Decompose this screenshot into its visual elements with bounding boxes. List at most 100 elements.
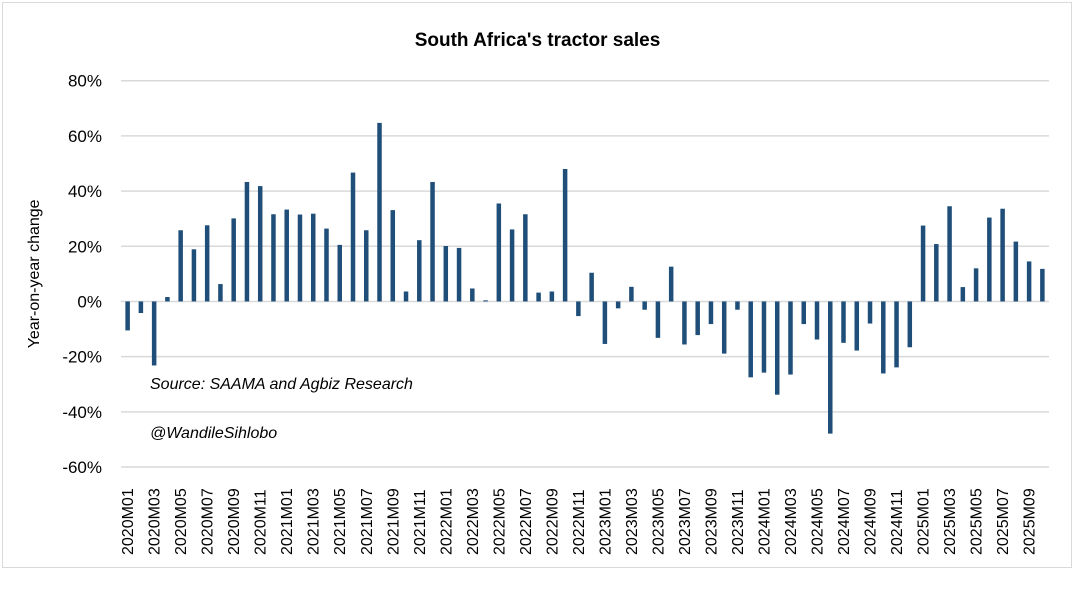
bar-2021M12 bbox=[430, 181, 435, 302]
bar-2020M07 bbox=[204, 225, 210, 302]
bar-2024M06 bbox=[828, 301, 833, 434]
y-tick-label: -40% bbox=[62, 403, 102, 422]
bar-2020M09 bbox=[231, 218, 236, 302]
bar-2025M02 bbox=[934, 244, 939, 302]
bar-2024M08 bbox=[854, 301, 860, 351]
x-tick-label: 2023M07 bbox=[677, 488, 694, 555]
bar-2023M10 bbox=[721, 301, 727, 354]
bar-2025M03 bbox=[947, 206, 952, 302]
bar-2023M08 bbox=[695, 301, 700, 336]
bar-2023M06 bbox=[668, 266, 674, 302]
x-tick-label: 2025M03 bbox=[942, 488, 959, 555]
y-axis-label: Year-on-year change bbox=[26, 199, 43, 348]
chart-title: South Africa's tractor sales bbox=[414, 30, 661, 51]
bar-2024M04 bbox=[801, 301, 806, 325]
bar-2024M07 bbox=[841, 301, 846, 343]
bar-2025M07 bbox=[1000, 208, 1005, 302]
bar-2022M07 bbox=[523, 214, 528, 302]
x-tick-label: 2020M09 bbox=[226, 488, 243, 555]
bar-2022M10 bbox=[562, 168, 568, 302]
x-tick-label: 2024M03 bbox=[783, 488, 800, 555]
bar-2021M04 bbox=[324, 228, 329, 302]
bar-2024M09 bbox=[867, 301, 873, 324]
x-tick-label: 2020M05 bbox=[173, 488, 190, 555]
bar-2023M12 bbox=[748, 301, 753, 378]
bar-2022M02 bbox=[456, 247, 462, 302]
bar-2021M03 bbox=[310, 213, 316, 302]
bar-2023M01 bbox=[602, 301, 608, 344]
x-tick-label: 2022M07 bbox=[518, 488, 535, 555]
bar-2020M01 bbox=[125, 301, 130, 331]
bar-2025M06 bbox=[987, 217, 992, 302]
x-tick-label: 2020M01 bbox=[120, 488, 137, 555]
bar-2025M04 bbox=[960, 287, 966, 302]
bar-2024M10 bbox=[881, 301, 886, 374]
x-tick-label: 2025M09 bbox=[1022, 488, 1039, 555]
x-tick-label: 2025M01 bbox=[916, 488, 933, 555]
x-tick-label: 2024M11 bbox=[889, 489, 906, 555]
bar-2022M08 bbox=[536, 292, 541, 302]
x-tick-label: 2020M07 bbox=[200, 488, 217, 555]
x-tick-label: 2024M01 bbox=[756, 488, 773, 555]
x-tick-label: 2023M01 bbox=[597, 488, 614, 555]
bar-2023M03 bbox=[629, 286, 634, 302]
x-tick-label: 2022M03 bbox=[465, 488, 482, 555]
author-annotation: @WandileSihlobo bbox=[150, 425, 278, 442]
bar-2021M01 bbox=[284, 209, 289, 302]
bar-2024M05 bbox=[814, 301, 820, 340]
bar-2022M06 bbox=[509, 229, 515, 302]
x-tick-label: 2023M05 bbox=[650, 488, 667, 555]
bar-2022M09 bbox=[549, 291, 555, 302]
bar-2025M08 bbox=[1013, 241, 1019, 302]
y-tick-label: 20% bbox=[68, 237, 102, 256]
y-tick-label: 60% bbox=[68, 127, 102, 146]
source-annotation: Source: SAAMA and Agbiz Research bbox=[150, 376, 413, 393]
bar-2025M10 bbox=[1040, 268, 1045, 302]
bar-2021M08 bbox=[377, 122, 382, 302]
bar-2025M05 bbox=[973, 268, 979, 302]
x-tick-label: 2025M07 bbox=[995, 488, 1012, 555]
x-tick-label: 2025M05 bbox=[969, 488, 986, 555]
x-tick-label: 2021M03 bbox=[306, 488, 323, 555]
bar-2022M05 bbox=[496, 203, 502, 302]
bar-2021M06 bbox=[350, 172, 356, 302]
y-tick-label: -60% bbox=[62, 458, 102, 477]
x-tick-label: 2020M03 bbox=[147, 488, 164, 555]
bar-2023M09 bbox=[708, 301, 714, 325]
bar-2022M03 bbox=[470, 288, 475, 302]
y-tick-label: 0% bbox=[77, 292, 102, 311]
bar-2020M04 bbox=[165, 297, 170, 302]
x-tick-label: 2022M09 bbox=[544, 488, 561, 555]
bar-2021M09 bbox=[390, 210, 396, 302]
bar-2020M10 bbox=[244, 181, 250, 302]
x-tick-label: 2022M01 bbox=[438, 488, 455, 555]
x-tick-label: 2021M07 bbox=[359, 488, 376, 555]
bar-2025M01 bbox=[920, 225, 926, 302]
bar-2023M07 bbox=[682, 301, 687, 345]
bar-2020M08 bbox=[218, 284, 223, 302]
bar-2020M12 bbox=[271, 214, 276, 302]
x-tick-label: 2024M07 bbox=[836, 488, 853, 555]
bar-2023M05 bbox=[655, 301, 661, 338]
x-tick-label: 2022M05 bbox=[491, 488, 508, 555]
bar-2021M02 bbox=[297, 214, 303, 302]
x-tick-label: 2021M09 bbox=[385, 488, 402, 555]
x-tick-label: 2022M11 bbox=[571, 489, 588, 555]
bar-2025M09 bbox=[1026, 261, 1032, 302]
bar-2021M10 bbox=[403, 291, 409, 302]
y-tick-label: 40% bbox=[68, 182, 102, 201]
x-tick-label: 2023M11 bbox=[730, 489, 747, 555]
bar-2023M02 bbox=[615, 301, 621, 309]
bar-2024M01 bbox=[761, 301, 767, 373]
x-tick-label: 2021M01 bbox=[279, 488, 296, 555]
bar-2021M07 bbox=[364, 230, 369, 302]
x-tick-label: 2023M09 bbox=[703, 488, 720, 555]
y-tick-label: -20% bbox=[62, 348, 102, 367]
chart-frame bbox=[2, 2, 1072, 568]
bar-2022M01 bbox=[443, 245, 449, 302]
x-tick-label: 2021M05 bbox=[332, 488, 349, 555]
bar-2024M11 bbox=[894, 301, 899, 368]
bar-2024M12 bbox=[907, 301, 913, 348]
bar-2024M02 bbox=[774, 301, 780, 395]
